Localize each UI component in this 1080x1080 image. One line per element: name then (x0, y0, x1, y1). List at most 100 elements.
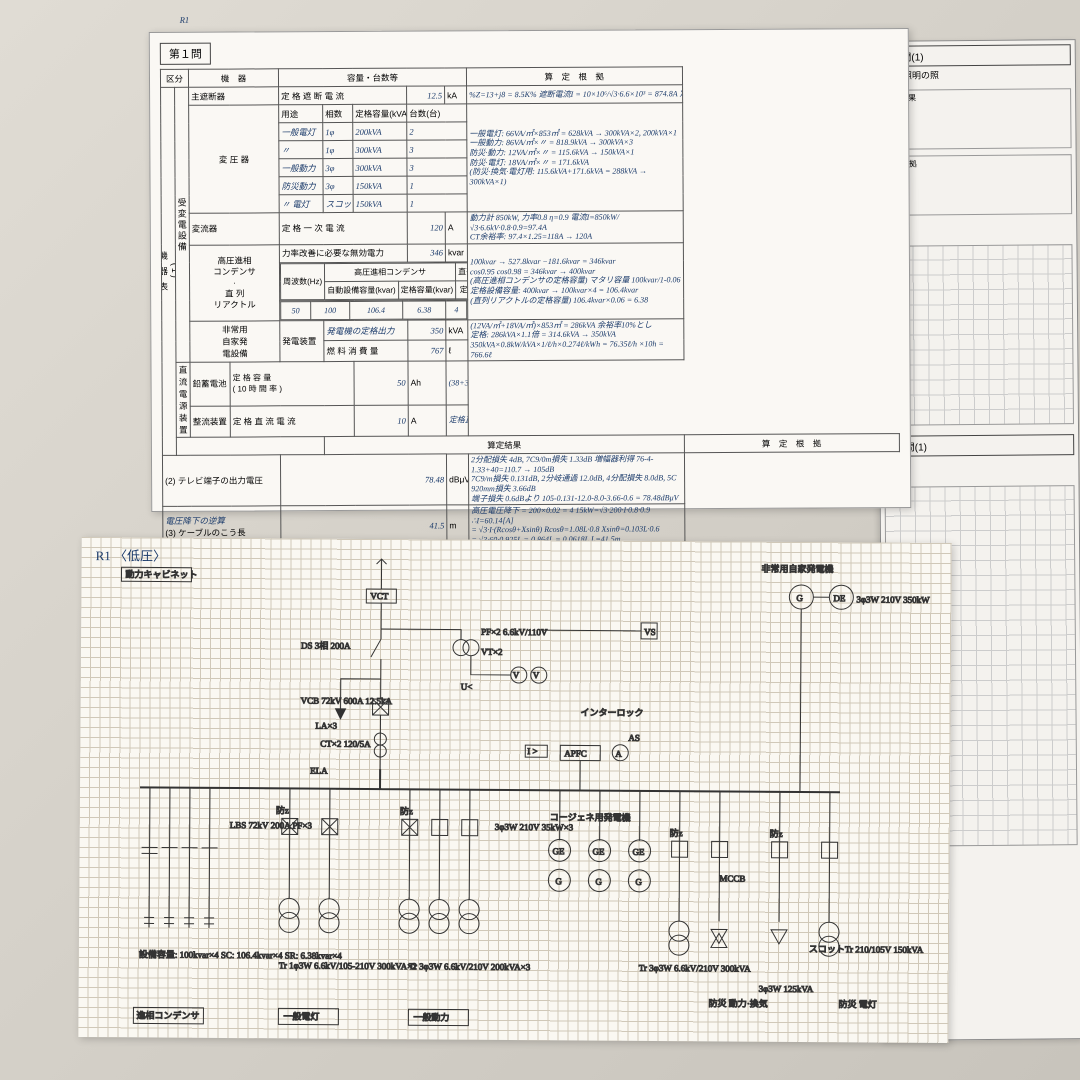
row-tv: (2) テレビ端子の出力電圧 78.48 dBμV 2分配損失 4dB, 7C9… (162, 452, 899, 507)
trans-name: 変 圧 器 (189, 105, 280, 213)
row-ct: 変流器 定 格 一 次 電 流 120 A 動力計 850kW, 力率0.8 η… (161, 210, 898, 246)
dc-r1l: 定 格 容 量 ( 10 時 間 率 ) (230, 362, 354, 406)
cap-name: 高圧進相コンデンサ·直 列リアクトル (189, 245, 279, 321)
ct-val: 120 (407, 212, 445, 244)
svg-text:I >: I > (527, 746, 537, 756)
tv-val: 78.48 (280, 454, 446, 506)
breaker-name: 主遮断器 (189, 87, 279, 105)
back-box-2: 算定根拠 (882, 154, 1073, 216)
equipment-table: 区分 機 器 容量・台数等 算 定 根 拠 (1)機 器 表 受変電設備 主遮断… (160, 65, 901, 548)
dc-calc2: 定格直流電流 50/1 + 15×1/3 = 6.3A → 10A (446, 405, 468, 437)
svg-text:V: V (513, 670, 520, 680)
row-gen-1: 非常用自家発電設備 発電装置 発電機の定格出力 350 kVA (12VA/㎡+… (162, 317, 899, 342)
svg-text:Tr 3φ3W 6.6kV/210V 300kVA: Tr 3φ3W 6.6kV/210V 300kVA (639, 963, 751, 974)
dc-r2v: 10 (354, 405, 408, 437)
svg-text:防z: 防z (670, 827, 683, 838)
q3-sub: 全般照明の照 (881, 65, 1071, 84)
cap-val: 346 (407, 244, 445, 262)
svg-text:V: V (533, 670, 540, 680)
h-cap: 容量・台数等 (278, 68, 466, 87)
floor-plan-partial (882, 244, 1074, 426)
diagram-sheet: R1 〈低圧〉 動力キャビネット VCT DS 3相 200A VCB 72kV… (78, 537, 951, 1043)
breaker-label: 定 格 遮 断 電 流 (279, 86, 407, 105)
svg-text:Tr 3φ3W 6.6kV/210V 200kVA×3: Tr 3φ3W 6.6kV/210V 200kVA×3 (409, 961, 531, 972)
corner-note: R1 (180, 15, 190, 25)
svg-text:防災 動力·換気: 防災 動力·換気 (708, 997, 767, 1008)
th-use: 用途 (279, 105, 323, 123)
ct-unit: A (445, 212, 467, 244)
svg-text:AS: AS (628, 733, 640, 743)
header-row: 区分 機 器 容量・台数等 算 定 根 拠 (160, 66, 897, 88)
row-cap-1: 高圧進相コンデンサ·直 列リアクトル 力率改善に必要な無効電力 346 kvar… (161, 241, 898, 263)
svg-text:Tr 1φ3W 6.6kV/105-210V 300kVA×: Tr 1φ3W 6.6kV/105-210V 300kVA×2 (279, 960, 417, 971)
h-calc: 算 定 根 拠 (466, 67, 682, 86)
svg-text:LA×3: LA×3 (315, 721, 337, 731)
svg-text:APFC: APFC (564, 748, 587, 758)
row-dc-1: 直流電源装置 鉛蓄電池 定 格 容 量 ( 10 時 間 率 ) 50 Ah (… (162, 359, 899, 406)
form-sheet: R1 第１問 区分 機 器 容量・台数等 算 定 根 拠 (1)機 器 表 受変… (149, 28, 912, 512)
cap-sub-table: 周波数(Hz)高圧進相コンデンサ直列リアクトル台数(台) 自動設備容量(kvar… (280, 262, 468, 300)
side-jyuden: 受変電設備 (175, 87, 190, 362)
th-n: 台数(台) (407, 104, 467, 122)
svg-text:コージェネ用発電機: コージェネ用発電機 (550, 811, 631, 823)
svg-text:PF×2 6.6kV/110V: PF×2 6.6kV/110V (481, 627, 548, 637)
tv-calc: 2分配損失 4dB, 7C9/0m損失 1.33dB 増幅器利得 76-4-1.… (468, 453, 684, 505)
svg-text:DE: DE (833, 593, 846, 603)
svg-text:一般動力: 一般動力 (413, 1011, 449, 1022)
dc-r1n: 鉛蓄電池 (190, 362, 230, 406)
gen-calc: (12VA/㎡+18VA/㎡)×853㎡ = 286kVA 余裕率10%とし 定… (468, 318, 684, 361)
back-box-1: 算定結果 (881, 88, 1072, 150)
cap-sub-vals: 50100106.46.384 (280, 300, 467, 320)
lbl-cab: 動力キャビネット (125, 568, 197, 580)
tv-unit: dBμV (446, 454, 468, 505)
dc-r2n: 整流装置 (190, 406, 230, 438)
cap-label: 力率改善に必要な無効電力 (279, 244, 407, 263)
dc-r2u: A (408, 405, 446, 437)
dc-name: 直流電源装置 (176, 362, 190, 437)
ct-label: 定 格 一 次 電 流 (279, 212, 407, 244)
gen-u1: kVA (446, 320, 468, 341)
svg-text:G: G (595, 877, 602, 887)
ct-name: 変流器 (189, 213, 279, 245)
svg-text:VS: VS (644, 627, 656, 637)
ct-calc: 動力計 850kW, 力率0.8 η=0.9 電流I=850kW/√3·6.6k… (467, 211, 683, 244)
svg-text:GE: GE (593, 847, 606, 857)
svg-text:防災 電灯: 防災 電灯 (838, 998, 876, 1009)
trans-calc: 一般電灯: 66VA/㎡×853㎡ = 628kVA → 300kVA×2, 2… (467, 103, 683, 212)
svg-text:GE: GE (553, 846, 566, 856)
single-line-diagram: 動力キャビネット VCT DS 3相 200A VCB 72kV 600A 12… (78, 537, 951, 1043)
svg-text:VCB 72kV 600A 12.5kA: VCB 72kV 600A 12.5kA (301, 696, 393, 707)
q3-header: 第3問(1) (881, 44, 1071, 67)
svg-text:非常用自家発電機: 非常用自家発電機 (762, 563, 834, 575)
svg-text:G: G (635, 877, 642, 887)
svg-text:VT×2: VT×2 (481, 647, 503, 657)
svg-text:一般電灯: 一般電灯 (283, 1010, 319, 1021)
cap-unit: kvar (445, 244, 467, 262)
svg-text:インターロック: インターロック (581, 707, 644, 717)
svg-text:進相コンデンサ: 進相コンデンサ (136, 1009, 199, 1020)
svg-text:DS 3相 200A: DS 3相 200A (301, 640, 351, 651)
breaker-unit: kA (445, 86, 467, 104)
svg-text:G: G (555, 876, 562, 886)
q4-header: 第4問(1) (884, 434, 1074, 457)
dc-r1v: 50 (354, 361, 408, 405)
svg-text:CT×2 120/5A: CT×2 120/5A (320, 739, 371, 749)
row-dc-2: 整流装置 定 格 直 流 電 流 10 A 定格直流電流 50/1 + 15×1… (162, 402, 899, 437)
th-ph: 相数 (323, 104, 353, 122)
svg-text:GE: GE (633, 847, 646, 857)
row-breaker: (1)機 器 表 受変電設備 主遮断器 定 格 遮 断 電 流 12.5 kA … (161, 84, 898, 106)
gen-u2: ℓ (446, 340, 468, 361)
svg-text:G: G (796, 593, 803, 603)
trans-head: 変 圧 器 用途 相数 定格容量(kVA) 台数(台) 一般電灯: 66VA/㎡… (161, 102, 898, 124)
gen-name: 非常用自家発電設備 (190, 321, 280, 363)
th-cap: 定格容量(kVA) (353, 104, 407, 122)
svg-text:3φ3W 210V 35kW×3: 3φ3W 210V 35kW×3 (495, 822, 574, 833)
svg-text:LBS 72kV 200A PF×3: LBS 72kV 200A PF×3 (230, 820, 313, 831)
svg-text:防z: 防z (276, 804, 289, 815)
svg-text:3φ3W 210V 350kW: 3φ3W 210V 350kW (856, 594, 930, 605)
gen-v2: 767 (408, 340, 446, 361)
svg-text:設備容量: 100kvar×4 SC: 106.4kvar×: 設備容量: 100kvar×4 SC: 106.4kvar×4 SR: 6.38… (139, 948, 343, 960)
dc-calc1: (38+3)×0.69 + 14×0.48 = 35Ah/0.8 = 43.7A… (446, 361, 468, 405)
gen-l1: 発電機の定格出力 (324, 320, 408, 341)
cap-calc: 100kvar → 527.8kvar −181.6kvar = 346kvar… (467, 242, 683, 319)
